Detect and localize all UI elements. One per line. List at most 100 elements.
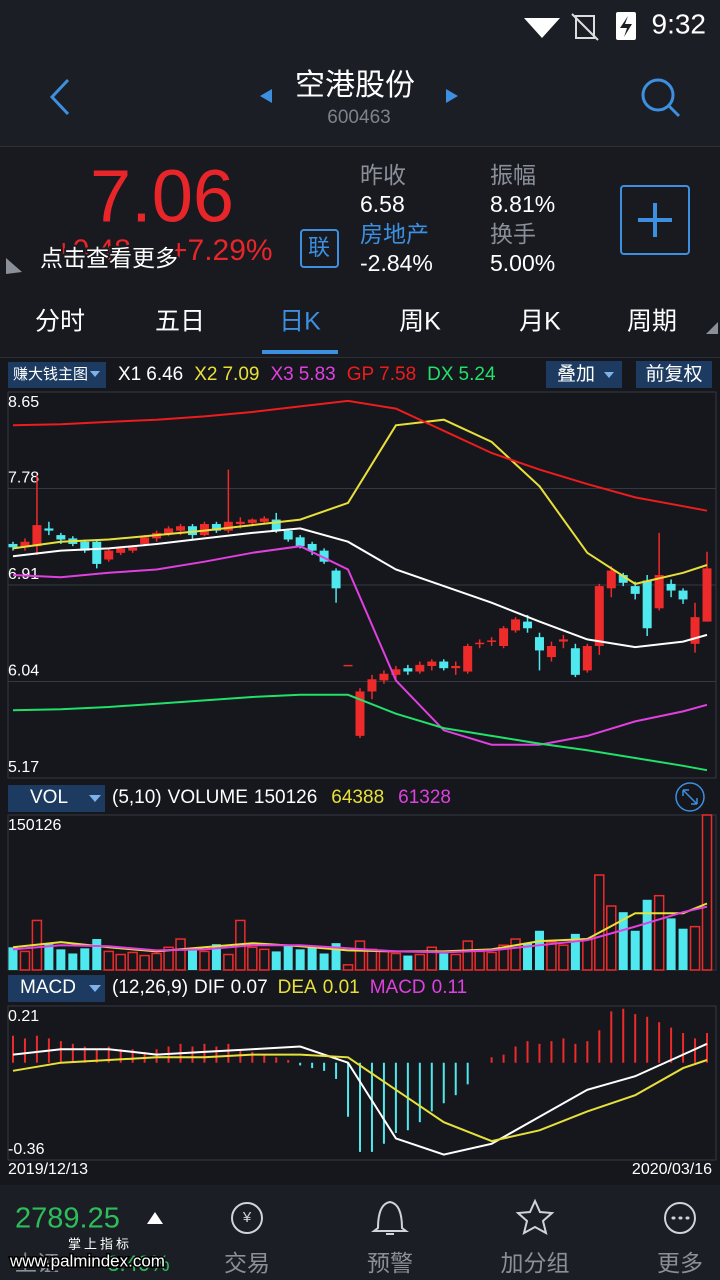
vol-select[interactable] [8, 785, 105, 812]
volume-bar [378, 950, 390, 971]
y-tick-label: 8.65 [8, 394, 39, 411]
watermark-url: www.palmindex.com [9, 1251, 165, 1270]
volume-bar [92, 939, 102, 970]
overlay-button-label: 叠加 [557, 363, 595, 385]
legend-text: X2 [194, 364, 217, 385]
last-price: 7.06 [90, 155, 234, 238]
volume-bar [570, 933, 580, 970]
legend-text: DX [427, 364, 454, 385]
volume-bar [342, 964, 354, 971]
quote-panel [0, 147, 720, 292]
volume-bar [523, 943, 533, 970]
volume-bar [307, 947, 317, 970]
volume-bar [582, 938, 593, 971]
legend-text: 0.01 [323, 977, 360, 998]
volume-bar [630, 930, 640, 970]
price-change-percent: +7.29% [170, 234, 273, 267]
volume-bar [594, 874, 605, 971]
candle-body [618, 575, 628, 583]
candle-body [403, 668, 413, 672]
more-icon [664, 1202, 696, 1234]
index-toggle[interactable] [147, 1212, 163, 1224]
tab-indicator [262, 350, 338, 354]
clock: 9:32 [652, 8, 707, 39]
dropdown-arrow [604, 372, 614, 378]
volume-bar [139, 954, 150, 971]
tab[interactable]: 五日 [155, 308, 205, 336]
legend-text: 64388 [331, 787, 384, 808]
y-tick-label: -0.36 [8, 1141, 45, 1158]
link-button[interactable] [300, 229, 339, 268]
legend-text: MACD [370, 977, 426, 998]
nav-label[interactable]: 交易 [224, 1250, 270, 1276]
bottom-nav [0, 1185, 720, 1280]
volume-bar [151, 952, 162, 971]
volume-bar [439, 953, 449, 970]
candle-body [582, 646, 592, 671]
candle-body [128, 547, 138, 551]
indicator-line [12, 545, 708, 746]
candle-body [259, 518, 269, 522]
volume-bar [450, 953, 461, 971]
volume-bar [175, 938, 186, 971]
watermark-title: 掌上指标 [68, 1236, 132, 1251]
candle-body [140, 537, 150, 544]
nav-label[interactable]: 加分组 [501, 1250, 570, 1276]
adjust-button[interactable] [636, 361, 712, 388]
indicator-line [12, 418, 708, 585]
volume-bar [390, 952, 402, 971]
candle-body [379, 673, 389, 681]
volume-bar [462, 940, 473, 971]
back-button[interactable] [49, 78, 70, 116]
tab[interactable]: 日K [279, 308, 321, 336]
panel-select-label[interactable]: VOL [30, 787, 68, 808]
prev-stock[interactable] [260, 89, 272, 103]
macd-select[interactable] [8, 975, 105, 1002]
candle-body [271, 519, 281, 531]
tab[interactable]: 月K [519, 308, 561, 336]
nav-label[interactable]: 预警 [367, 1250, 413, 1276]
legend-text: 6.46 [146, 364, 183, 385]
volume-bar [426, 946, 438, 971]
volume-bar [247, 946, 258, 971]
tabs: 分时 五日 日K 周K 月K 周期 [35, 308, 718, 354]
search-button[interactable] [641, 78, 675, 112]
y-tick-label: 150126 [8, 817, 61, 834]
volume-bar [259, 948, 270, 971]
legend-text: (5,10) [112, 787, 162, 808]
stat-label: 昨收 [360, 162, 406, 188]
panel-select-label[interactable]: MACD [20, 977, 76, 998]
expand-button[interactable] [675, 782, 705, 812]
indicator-select[interactable] [8, 362, 106, 388]
battery-icon [620, 16, 632, 37]
volume-bar [498, 944, 509, 971]
legend-text: 61328 [398, 787, 451, 808]
price-change: +0.48 [55, 234, 131, 267]
y-tick-label: 5.17 [8, 759, 39, 776]
stat-value: 8.81% [490, 191, 555, 217]
candle-body [331, 570, 341, 589]
tab[interactable]: 周期 [627, 308, 677, 336]
volume-bar [331, 943, 341, 970]
trade-icon [231, 1202, 263, 1234]
tab[interactable]: 周K [399, 308, 441, 336]
next-stock[interactable] [446, 89, 458, 103]
index-value[interactable]: 2789.25 [15, 1203, 120, 1235]
nav-label[interactable]: 更多 [657, 1250, 703, 1276]
add-watchlist-button[interactable] [620, 185, 690, 255]
volume-bar [701, 814, 713, 971]
volume-bar [199, 950, 210, 971]
candle-body [187, 526, 197, 536]
candle-body [199, 523, 209, 536]
stock-code: 600463 [327, 107, 390, 128]
plus-icon [638, 203, 672, 237]
more-hint[interactable]: 点击查看更多 [38, 243, 180, 273]
candle-body [451, 665, 461, 669]
candle-body [283, 530, 293, 540]
tab[interactable]: 分时 [35, 308, 85, 336]
volume-bar [127, 951, 138, 971]
legend-text: 150126 [254, 787, 317, 808]
divider [0, 357, 720, 358]
candle-body [56, 535, 66, 540]
volume-bar [486, 951, 497, 971]
